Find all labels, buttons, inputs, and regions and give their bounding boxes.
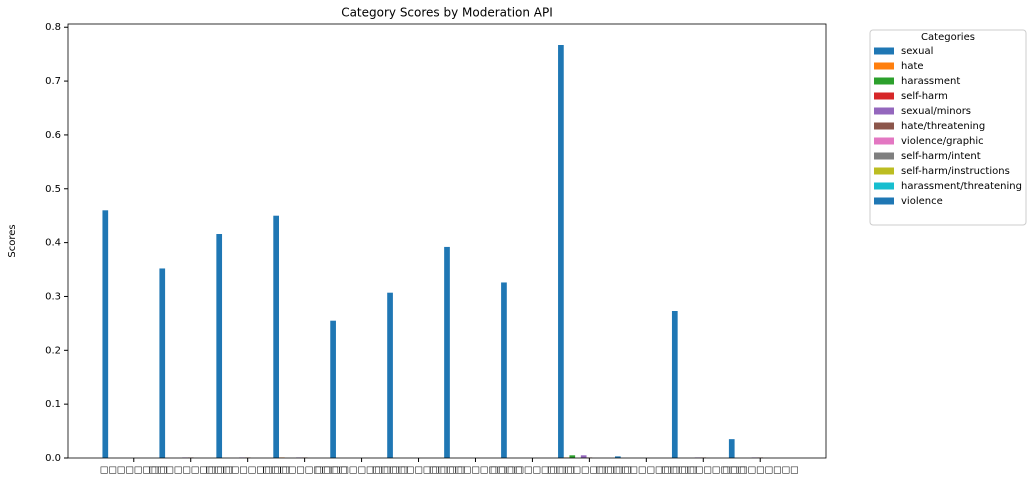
x-tick-label: □□□□□□□□□□□□: [595, 466, 697, 476]
bar: [615, 456, 621, 458]
bar: [330, 320, 336, 458]
x-tick-label: □□□□□□□□: [100, 466, 168, 476]
legend-swatch: [874, 167, 894, 175]
legend-swatch: [874, 47, 894, 55]
legend-label: violence: [901, 196, 943, 207]
y-axis-label: Scores: [7, 224, 18, 257]
y-tick-label: 0.7: [45, 76, 61, 87]
legend-label: self-harm/instructions: [901, 166, 1010, 177]
bar: [671, 311, 678, 458]
plot-frame: [67, 23, 827, 459]
x-tick-label: □□□□□□□□□□: [262, 466, 347, 476]
bar: [102, 210, 109, 458]
legend-swatch: [874, 137, 894, 145]
chart-title: Category Scores by Moderation API: [341, 6, 553, 20]
y-tick-label: 0.3: [45, 291, 61, 302]
bar: [580, 455, 587, 458]
y-tick-label: 0.4: [45, 238, 61, 249]
y-tick-label: 0.0: [45, 453, 61, 464]
legend-label: harassment: [901, 76, 960, 87]
legend-label: self-harm: [901, 91, 948, 102]
y-tick-label: 0.6: [45, 130, 61, 141]
x-tick-label: □□□□□□□□□□: [205, 466, 290, 476]
bar: [569, 455, 576, 458]
legend-swatch: [874, 107, 894, 115]
bar: [501, 282, 507, 458]
y-tick-label: 0.1: [45, 399, 61, 410]
x-tick-label: □□□□□□□□□□: [661, 466, 746, 476]
legend-swatch: [874, 152, 894, 160]
bar: [273, 215, 279, 458]
x-tick-label: □□□□□□□□□: [722, 466, 799, 476]
y-tick-label: 0.5: [45, 184, 61, 195]
legend-label: hate: [901, 61, 924, 72]
legend-label: violence/graphic: [901, 136, 984, 147]
legend-label: harassment/threatening: [901, 181, 1022, 192]
legend-label: hate/threatening: [901, 121, 985, 132]
bar: [444, 246, 450, 458]
bar: [216, 234, 223, 458]
legend-box: [869, 29, 1027, 226]
y-tick-label: 0.2: [45, 345, 61, 356]
legend-swatch: [874, 197, 894, 205]
legend-label: self-harm/intent: [901, 151, 981, 162]
legend-title: Categories: [921, 32, 975, 43]
x-tick-label: □□□□□□□□□□: [547, 466, 632, 476]
x-tick-label: □□□□□□□□□□□: [429, 466, 523, 476]
bar: [558, 45, 564, 458]
x-tick-label: □□□□□□□□□□□: [315, 466, 409, 476]
legend-swatch: [874, 92, 894, 100]
legend-swatch: [874, 122, 894, 130]
legend-label: sexual/minors: [901, 106, 971, 117]
legend-swatch: [874, 77, 894, 85]
x-tick-label: □□□□□□□□□□: [148, 466, 233, 476]
bar: [387, 292, 393, 458]
bar: [728, 439, 735, 458]
x-tick-label: □□□□□□□□□□□: [372, 466, 466, 476]
y-tick-label: 0.8: [45, 22, 61, 33]
legend-swatch: [874, 62, 894, 70]
x-tick-label: □□□□□□□□□□: [490, 466, 575, 476]
legend-swatch: [874, 182, 894, 190]
bar: [159, 268, 166, 458]
legend-label: sexual: [901, 46, 933, 57]
